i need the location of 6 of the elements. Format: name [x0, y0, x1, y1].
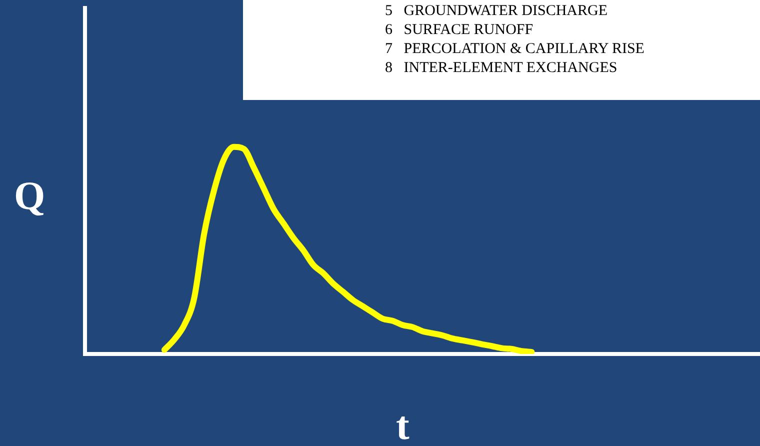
y-axis-title: Q — [14, 172, 46, 219]
text: 6 SURFACE RUNOFF — [385, 21, 534, 40]
x-axis-title: t — [396, 402, 410, 446]
text: 5 GROUNDWATER DISCHARGE — [385, 2, 609, 21]
text: 8 INTER-ELEMENT EXCHANGES — [385, 59, 618, 78]
text: 7 PERCOLATION & CAPILLARY RISE — [385, 40, 646, 59]
